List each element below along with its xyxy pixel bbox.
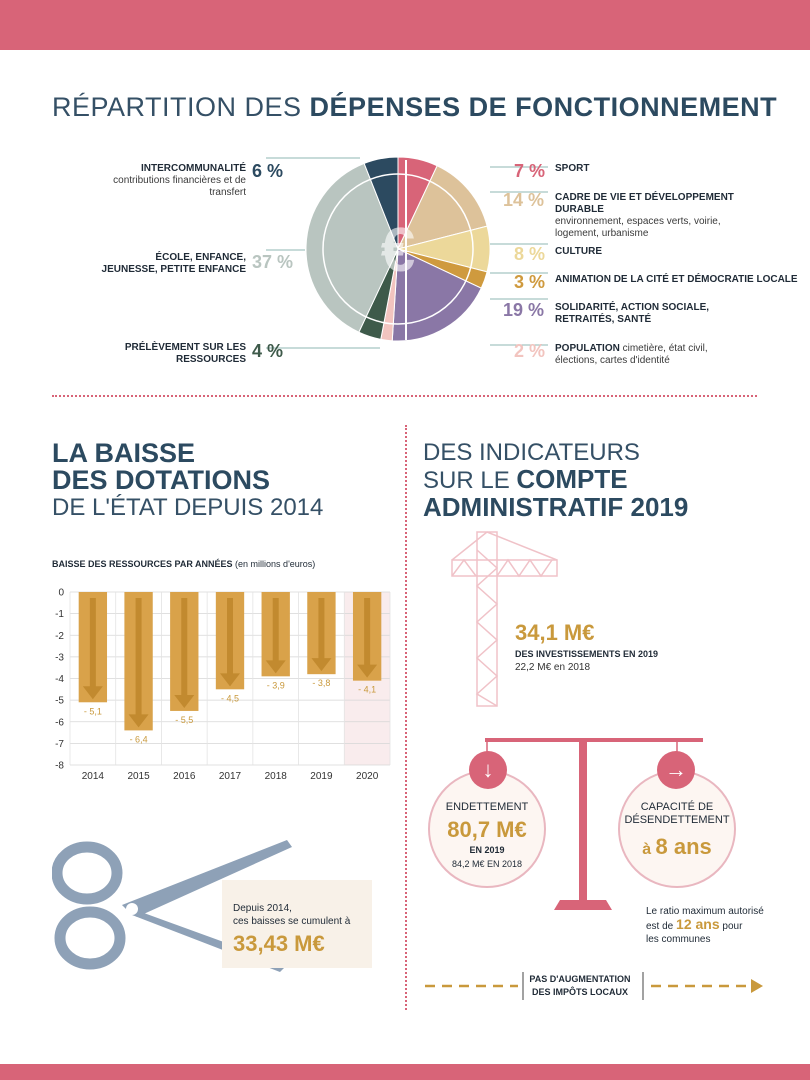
bar-arrow-head	[357, 664, 378, 678]
y-tick-label: -2	[55, 631, 64, 642]
pct-population: 2 %	[514, 341, 546, 361]
bottom-band	[0, 1064, 810, 1080]
label-animation: ANIMATION DE LA CITÉ ET DÉMOCRATIE LOCAL…	[555, 274, 798, 285]
bar-value-label: - 4,5	[221, 693, 239, 703]
expenses-pie-chart: €	[266, 156, 548, 349]
investment-label: DES INVESTISSEMENTS EN 2019	[515, 649, 659, 659]
bar-value-label: - 5,1	[84, 706, 102, 716]
bar-arrow-head	[220, 673, 240, 687]
pie-slice-4	[391, 248, 482, 342]
pie-section-title: RÉPARTITION DES DÉPENSES DE FONCTIONNEME…	[52, 92, 778, 122]
y-tick-label: -1	[55, 609, 64, 620]
x-tick-label: 2017	[219, 771, 242, 782]
debt-2018: 84,2 M€ EN 2018	[451, 859, 523, 869]
capacity-circle	[618, 770, 736, 888]
bar-chart-title: BAISSE DES RESSOURCES PAR ANNÉES (en mil…	[52, 559, 316, 569]
bar-value-label: - 6,4	[130, 734, 148, 744]
x-tick-label: 2019	[310, 771, 333, 782]
tax-label: PAS D'AUGMENTATION DES IMPÔTS LOCAUX	[529, 974, 631, 997]
bar-value-label: - 3,8	[312, 678, 330, 688]
bar-arrow-head	[311, 658, 332, 672]
x-tick-label: 2015	[127, 771, 150, 782]
debt-year: EN 2019	[469, 845, 505, 855]
bar-arrow-head	[265, 660, 286, 674]
bar-arrow-head	[82, 686, 103, 700]
pie-slice-1	[397, 165, 488, 250]
bar-value-label: - 4,1	[358, 685, 376, 695]
top-band	[0, 0, 810, 50]
pct-animation: 3 %	[514, 272, 546, 292]
capacity-value: à 8 ans	[642, 834, 712, 859]
bar-value-label: - 5,5	[175, 715, 193, 725]
debt-circle	[428, 770, 546, 888]
debt-title: ENDETTEMENT	[445, 801, 529, 813]
label-culture: CULTURE	[555, 246, 603, 257]
label-intercommunalite: INTERCOMMUNALITÉ contributions financière…	[113, 163, 246, 198]
cumulative-value: 33,43 M€	[233, 931, 325, 956]
debt-value: 80,7 M€	[447, 817, 527, 842]
dotations-title: LA BAISSE DES DOTATIONS DE L'ÉTAT DEPUIS…	[52, 438, 324, 522]
investment-2018: 22,2 M€ en 2018	[515, 662, 591, 673]
pie-slice-7	[305, 162, 399, 333]
right-arrow-icon: →	[657, 751, 695, 789]
x-tick-label: 2020	[356, 771, 379, 782]
y-tick-label: -6	[55, 717, 64, 728]
label-prelevement: PRÉLÈVEMENT SUR LES RESSOURCES	[124, 342, 246, 365]
label-ecole: ÉCOLE, ENFANCE, JEUNESSE, PETITE ENFANCE	[101, 252, 246, 275]
bar-arrow-head	[128, 714, 149, 728]
tax-arrow	[425, 972, 763, 1000]
label-population: POPULATION cimetière, état civil, électi…	[555, 343, 708, 366]
pct-intercommunalite: 6 %	[252, 161, 284, 181]
down-arrow-icon: ↓	[469, 751, 507, 789]
resources-bar-chart: 0 -1 -2 -3 -4 -5 -6 -7 -8 - 5,1 2014 - 6,4 2015 - 5,…	[55, 588, 391, 782]
y-tick-label: -7	[55, 739, 64, 750]
capacity-title: CAPACITÉ DE DÉSENDETTEMENT	[624, 801, 730, 826]
ratio-note: Le ratio maximum autorisé est de 12 ans p…	[646, 906, 764, 945]
label-solidarite: SOLIDARITÉ, ACTION SOCIALE, RETRAITÉS, S…	[555, 302, 710, 325]
y-tick-label: 0	[58, 588, 64, 599]
y-tick-label: -3	[55, 652, 64, 663]
label-sport: SPORT	[555, 163, 590, 174]
section-divider	[52, 395, 757, 397]
pct-culture: 8 %	[514, 244, 546, 264]
pct-sport: 7 %	[514, 161, 546, 181]
cumulative-box	[222, 880, 372, 968]
crane-icon	[451, 531, 558, 707]
x-tick-label: 2014	[82, 771, 105, 782]
x-tick-label: 2018	[265, 771, 288, 782]
euro-symbol: €	[381, 216, 415, 285]
y-tick-label: -5	[55, 696, 64, 707]
investment-value: 34,1 M€	[515, 620, 595, 645]
pct-prelevement: 4 %	[252, 341, 284, 361]
pct-ecole: 37 %	[252, 252, 294, 272]
y-tick-label: -8	[55, 761, 64, 772]
pct-cadre-de-vie: 14 %	[503, 190, 545, 210]
column-divider	[405, 425, 407, 1010]
cumulative-text: Depuis 2014, ces baisses se cumulent à	[233, 903, 351, 927]
bar-value-label: - 3,9	[267, 680, 285, 690]
pct-solidarite: 19 %	[503, 300, 545, 320]
y-tick-label: -4	[55, 674, 64, 685]
label-cadre-de-vie: CADRE DE VIE ET DÉVELOPPEMENT DURABLE env…	[555, 192, 734, 239]
x-tick-label: 2016	[173, 771, 196, 782]
bar-arrow-head	[174, 694, 195, 708]
pie-slice-8	[363, 156, 399, 250]
pie-inner-ring	[322, 173, 474, 325]
indicators-title: DES INDICATEURS SUR LE COMPTE ADMINISTRA…	[423, 439, 689, 522]
